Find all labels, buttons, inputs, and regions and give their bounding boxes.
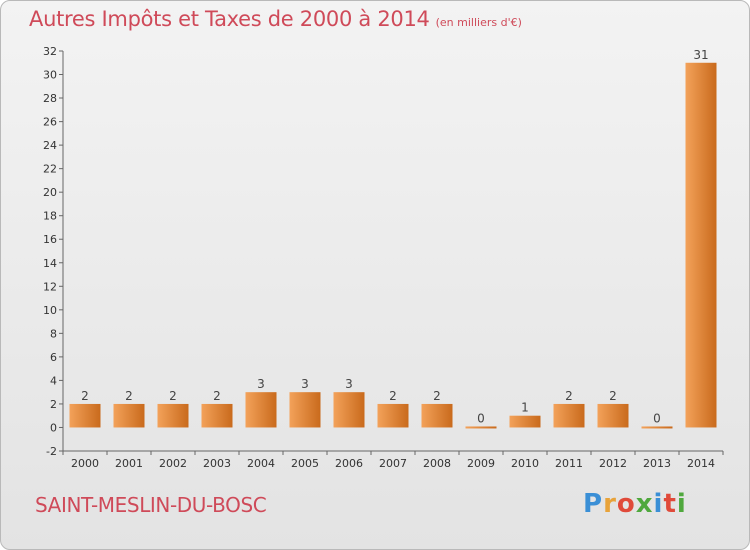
bar-2005 [289,392,321,428]
data-label-2012: 2 [609,389,617,403]
data-label-2014: 31 [693,48,708,62]
bar-2013 [641,426,673,429]
y-tick-label: 16 [43,233,57,246]
y-tick-label: 4 [50,374,57,387]
bar-2000 [69,403,101,428]
bar-2011 [553,403,585,428]
y-tick-label: -2 [46,445,57,458]
commune-name: SAINT-MESLIN-DU-BOSC [35,493,267,517]
data-label-2008: 2 [433,389,441,403]
logo-letter: x [635,489,654,519]
y-tick-label: 14 [43,257,57,270]
data-label-2002: 2 [169,389,177,403]
chart-bars [69,62,717,429]
y-tick-label: 12 [43,280,57,293]
bar-2012 [597,403,629,428]
data-label-2003: 2 [213,389,221,403]
y-tick-label: 32 [43,45,57,58]
chart-data-labels: 2 2 2 2 3 3 3 2 2 0 1 2 2 0 31 [81,48,708,426]
bar-2004 [245,392,277,428]
bar-2001 [113,403,145,428]
data-label-2004: 3 [257,377,265,391]
bar-2007 [377,403,409,428]
chart-title: Autres Impôts et Taxes de 2000 à 2014 (en… [29,7,522,31]
data-label-2001: 2 [125,389,133,403]
data-label-2009: 0 [477,411,485,425]
logo-letter: P [583,489,604,519]
bar-2006 [333,392,365,428]
logo-letter: r [603,489,617,519]
data-label-2011: 2 [565,389,573,403]
bar-2008 [421,403,453,428]
y-tick-label: 26 [43,116,57,129]
data-label-2005: 3 [301,377,309,391]
x-tick-label: 2010 [511,457,539,470]
x-tick-label: 2003 [203,457,231,470]
x-tick-label: 2008 [423,457,451,470]
x-tick-label: 2009 [467,457,495,470]
y-tick-label: 18 [43,210,57,223]
logo-letter: t [663,489,677,519]
y-tick-label: 10 [43,304,57,317]
chart-title-text: Autres Impôts et Taxes de 2000 à 2014 [29,7,430,31]
x-tick-label: 2004 [247,457,275,470]
bar-2014 [685,62,717,428]
x-tick-label: 2012 [599,457,627,470]
y-tick-label: 2 [50,398,57,411]
x-tick-label: 2013 [643,457,671,470]
x-tick-label: 2006 [335,457,363,470]
y-tick-label: 6 [50,351,57,364]
bar-2002 [157,403,189,428]
bar-2009 [465,426,497,429]
x-tick-label: 2007 [379,457,407,470]
chart-subtitle: (en milliers d'€) [435,16,522,29]
data-label-2000: 2 [81,389,89,403]
y-tick-label: 30 [43,69,57,82]
x-tick-label: 2011 [555,457,583,470]
y-tick-label: 24 [43,139,57,152]
data-label-2007: 2 [389,389,397,403]
proxiti-logo: Proxiti [583,489,687,519]
logo-letter: i [653,489,664,519]
data-label-2006: 3 [345,377,353,391]
x-tick-label: 2002 [159,457,187,470]
y-tick-label: 0 [50,421,57,434]
y-tick-label: 22 [43,163,57,176]
y-tick-label: 28 [43,92,57,105]
y-tick-label: 20 [43,186,57,199]
bar-2010 [509,415,541,428]
logo-letter: o [616,489,636,519]
data-label-2013: 0 [653,411,661,425]
x-tick-label: 2001 [115,457,143,470]
y-tick-label: 8 [50,327,57,340]
data-label-2010: 1 [521,401,529,415]
logo-letter: i [676,489,687,519]
x-tick-label: 2005 [291,457,319,470]
x-tick-label: 2014 [687,457,715,470]
bar-2003 [201,403,233,428]
x-tick-label: 2000 [71,457,99,470]
